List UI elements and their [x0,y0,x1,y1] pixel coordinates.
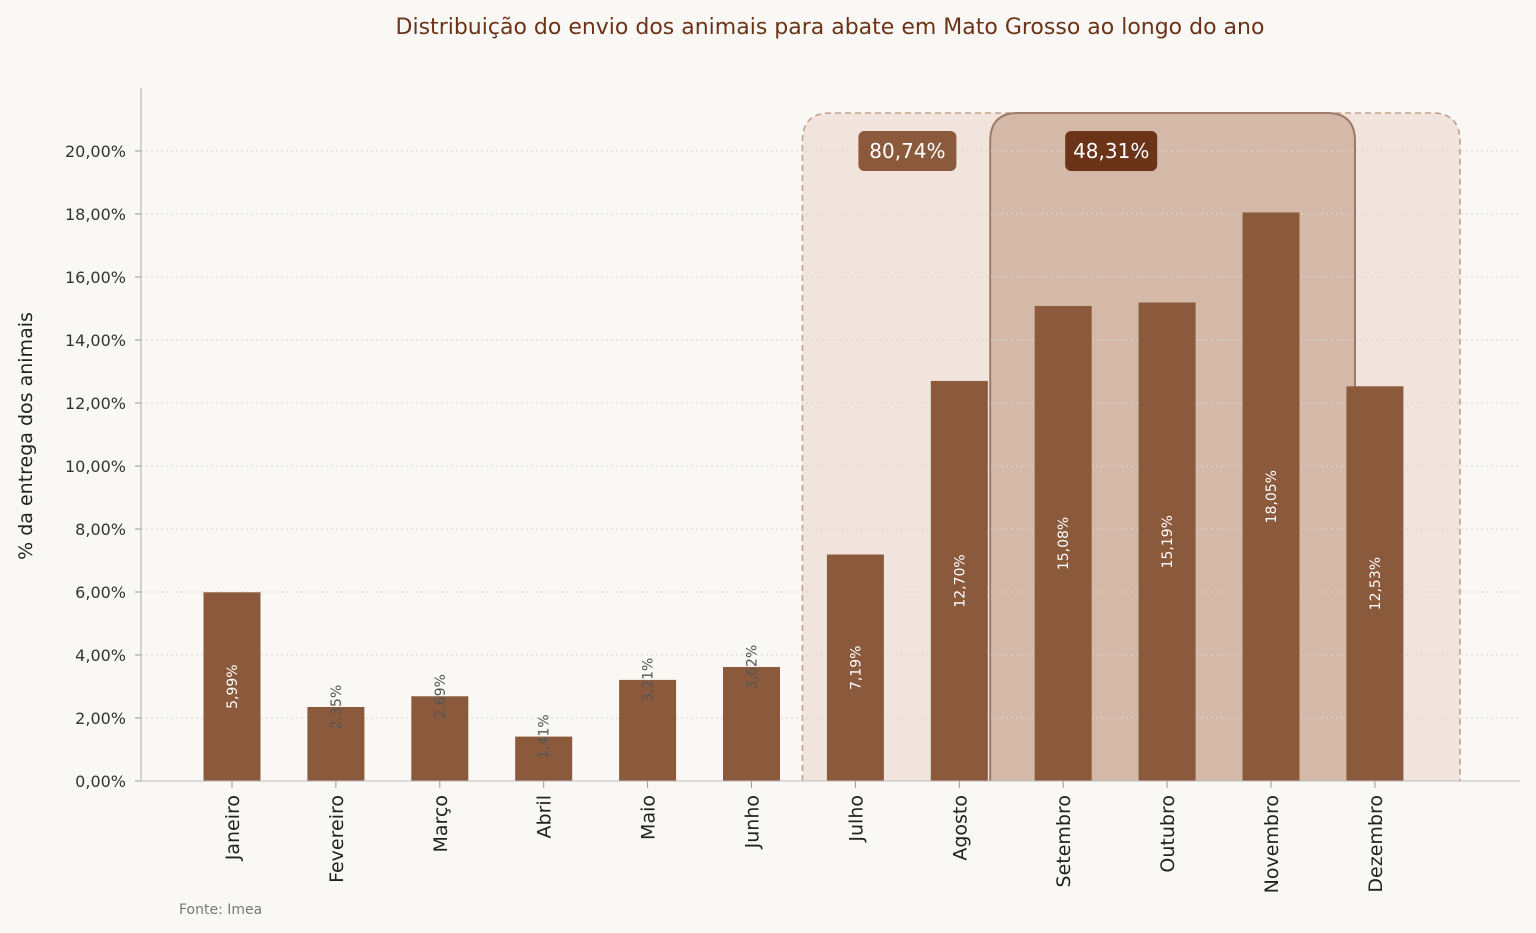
highlight-badge-2-label: 48,31% [1073,139,1149,163]
bar-10 [1138,302,1196,781]
x-tick-label-11: Novembro [1261,795,1283,893]
bar-12 [1346,386,1404,781]
bar-4 [515,736,573,781]
y-tick-label-2: 4,00% [75,646,126,665]
y-tick-label-3: 6,00% [75,583,126,602]
bar-value-label-6: 3,62% [745,645,761,689]
source-note: Fonte: Imea [179,902,262,918]
bar-value-label-9: 15,08% [1056,517,1072,570]
bar-value-label-11: 18,05% [1264,470,1280,523]
y-tick-label-6: 12,00% [65,394,126,413]
bar-value-label-7: 7,19% [848,646,864,690]
x-tick-label-10: Outubro [1157,795,1179,873]
bars: 5,99% 2,35% 2,69% 1,41% 3,21% 3,62% 7,19% 12,70… [203,212,1404,782]
x-tick-label-7: Julho [845,795,867,843]
bar-9 [1034,305,1092,781]
highlight-badges: 80,74% 48,31% [858,131,1158,171]
bar-value-label-10: 15,19% [1160,515,1176,568]
x-tick-label-2: Fevereiro [326,795,348,883]
axes [135,88,1520,788]
y-tick-label-8: 16,00% [65,268,126,287]
bar-6 [723,666,780,781]
x-tick-labels: Janeiro Fevereiro Março Abril Maio Junho Julho… [222,795,1387,893]
x-tick-label-5: Maio [638,795,660,840]
y-tick-label-0: 0,00% [75,772,126,791]
x-tick-label-3: Março [430,795,452,853]
bar-11 [1242,212,1300,782]
bar-2 [307,706,365,781]
bar-value-label-4: 1,41% [537,714,553,758]
x-tick-label-4: Abril [534,795,556,838]
x-tick-label-1: Janeiro [222,795,244,861]
y-tick-label-10: 20,00% [65,142,126,161]
bar-3 [411,696,469,781]
x-tick-label-6: Junho [742,795,764,849]
bar-5 [619,679,677,781]
bar-value-label-3: 2,69% [433,674,449,718]
y-tick-label-7: 14,00% [65,331,126,350]
bar-1 [203,592,261,781]
y-tick-label-1: 2,00% [75,709,126,728]
y-tick-label-4: 8,00% [75,520,126,539]
y-tick-label-5: 10,00% [65,457,126,476]
x-tick-label-8: Agosto [949,795,971,861]
bar-8 [930,380,988,781]
y-axis-label: % da entrega dos animais [15,312,37,560]
highlight-badge-2 [1065,131,1158,171]
bar-value-label-8: 12,70% [952,554,968,607]
highlight-badge-1-label: 80,74% [869,139,945,163]
bar-value-label-1: 5,99% [225,664,241,708]
chart-title: Distribuição do envio dos animais para a… [396,15,1265,40]
x-tick-label-12: Dezembro [1365,795,1387,893]
highlight-badge-1 [858,131,957,171]
highlight-region-2-outline [989,112,1356,781]
y-tick-labels: 0,00% 2,00% 4,00% 6,00% 8,00% 10,00% 12,00% 14,… [65,142,126,791]
y-tick-label-9: 18,00% [65,205,126,224]
bar-value-label-5: 3,21% [641,658,657,702]
bar-value-label-12: 12,53% [1368,557,1384,610]
x-tick-label-9: Setembro [1053,795,1075,887]
bar-value-label-2: 2,35% [329,685,345,729]
bar-7 [826,554,884,781]
